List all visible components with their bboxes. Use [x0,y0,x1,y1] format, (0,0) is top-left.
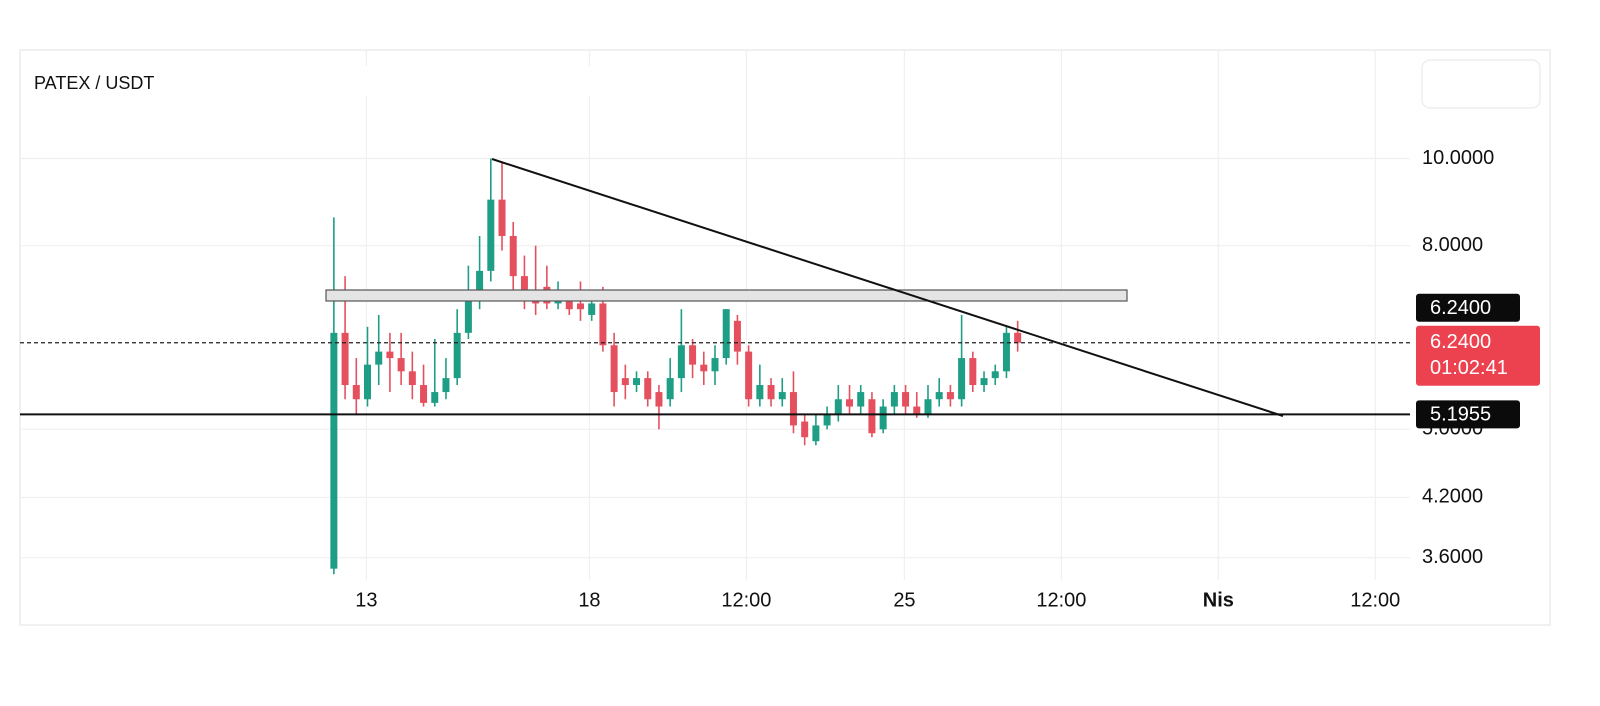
support-label-box [1416,400,1520,429]
trend-line [491,158,1284,417]
x-tick-label: 25 [893,589,915,611]
candle-body [778,392,786,400]
chart-title: PATEX / USDT [34,73,154,93]
candle-body [722,309,730,359]
candle-body [958,358,966,400]
y-tick-label: 8.0000 [1422,234,1483,256]
candle-body [352,385,360,400]
x-tick-label: 12:00 [1036,589,1086,611]
x-tick-label: Nis [1203,589,1234,611]
candle-body [801,421,809,438]
support-label: 5.1955 [1430,404,1491,426]
candle-body [464,297,472,333]
candle-body [655,392,663,407]
candle-body [397,358,405,372]
alert-label: 6.2400 [1430,297,1491,319]
candle-body [498,199,506,237]
title-backdrop [22,66,592,96]
candle-body [789,392,797,426]
candle-body [487,199,495,271]
candle-body [330,332,338,569]
candle-body [879,406,887,430]
candle-body [857,392,865,407]
countdown: 01:02:41 [1430,357,1508,379]
price-label-box [1416,325,1540,386]
grid [20,50,1410,580]
candle-body [700,364,708,372]
price-label: 6.2400 [1430,331,1491,353]
y-tick-label: 4.2000 [1422,486,1483,508]
candle-body [902,392,910,407]
candle-body [576,303,584,310]
resistance-zone [325,289,1128,302]
candle-body [812,425,820,442]
candle-body [733,320,741,352]
candle-body [453,332,461,379]
candle-body [442,378,450,393]
candle-body [1014,332,1022,343]
candle-body [420,385,428,403]
y-tick-label: 3.6000 [1422,546,1483,568]
x-tick-label: 18 [578,589,600,611]
candle-body [991,371,999,379]
candle-body [924,399,932,414]
candle-body [509,236,517,277]
candle-body [633,378,641,386]
candle-body [846,399,854,407]
candle-body [375,351,383,365]
candle-body [890,392,898,407]
candle-body [980,378,988,386]
x-tick-label: 13 [355,589,377,611]
candle-body [823,413,831,426]
candle-body [745,351,753,400]
candle-body [1002,332,1010,372]
candle-body [341,332,349,386]
candle-body [431,392,439,403]
candle-body [599,303,607,346]
candle-body [610,345,618,393]
candle-body [565,297,573,310]
candle-body [767,385,775,400]
chart-frame [19,49,1551,626]
candle-body [969,358,977,386]
candle-body [644,378,652,400]
levels [20,342,1410,416]
candle-body [913,406,921,414]
candle-body [520,276,528,298]
candle-body [689,345,697,365]
x-tick-label: 12:00 [721,589,771,611]
toolbar-button[interactable] [1421,59,1541,109]
candle-body [756,385,764,400]
candle-body [364,364,371,400]
candle-body [677,345,685,379]
candle-body [868,399,876,434]
candle-body [408,371,416,386]
y-tick-label: 10.0000 [1422,147,1494,169]
candle-body [588,303,596,315]
alert-label-box [1416,293,1520,322]
candle-body [476,270,484,298]
candle-body [666,378,674,400]
candle-body [834,399,842,414]
candle-body [946,392,954,400]
candle-body [935,392,943,400]
candle-body [386,351,394,359]
x-tick-label: 12:00 [1350,589,1400,611]
candle-body [711,358,719,372]
candle-body [621,378,629,386]
